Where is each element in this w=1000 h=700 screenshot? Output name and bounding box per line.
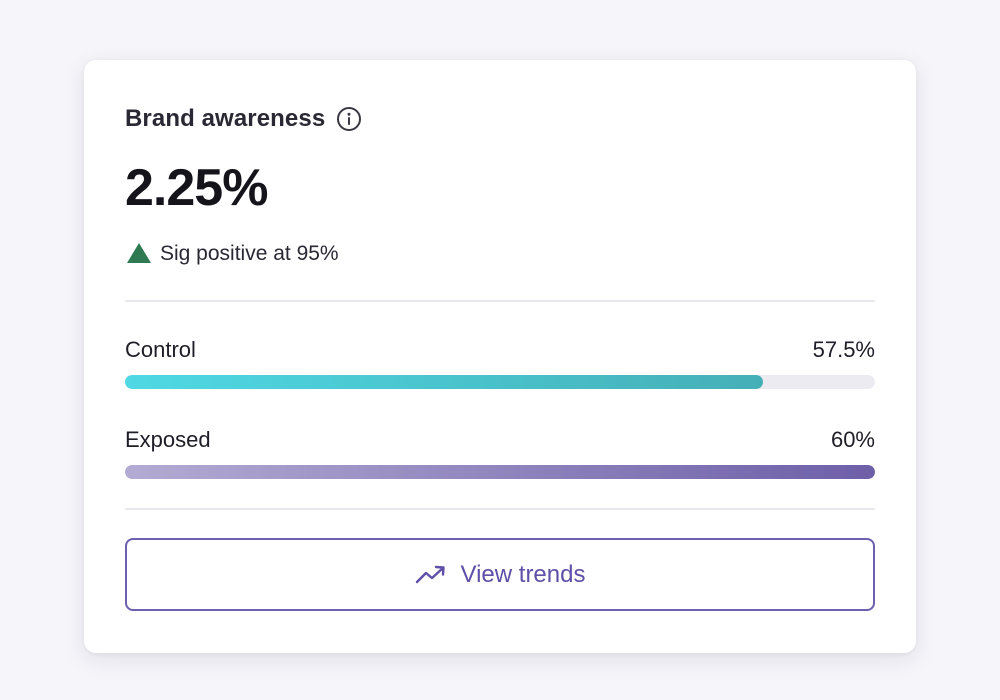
divider-top: [125, 300, 875, 302]
exposed-value: 60%: [830, 427, 875, 452]
metric-value: 2.25%: [125, 159, 268, 217]
exposed-label: Exposed: [125, 427, 211, 452]
brand-awareness-card: Brand awareness 2.25% Sig positive at 95…: [84, 60, 916, 653]
exposed-bar-track: [125, 465, 875, 479]
control-label: Control: [125, 337, 196, 362]
control-bar-fill: [125, 375, 763, 389]
control-bar-track: [125, 375, 875, 389]
significance-text: Sig positive at 95%: [160, 242, 339, 265]
card-title: Brand awareness: [125, 105, 326, 132]
up-triangle-icon: [127, 243, 151, 263]
info-icon[interactable]: [336, 106, 362, 132]
divider-bottom: [125, 508, 875, 510]
exposed-bar-fill: [125, 465, 875, 479]
card-header: Brand awareness: [125, 104, 362, 134]
view-trends-button[interactable]: View trends: [125, 538, 875, 611]
control-value: 57.5%: [812, 337, 875, 362]
trending-up-icon: [415, 564, 447, 586]
view-trends-label: View trends: [460, 560, 586, 588]
significance-indicator: Sig positive at 95%: [127, 240, 339, 268]
